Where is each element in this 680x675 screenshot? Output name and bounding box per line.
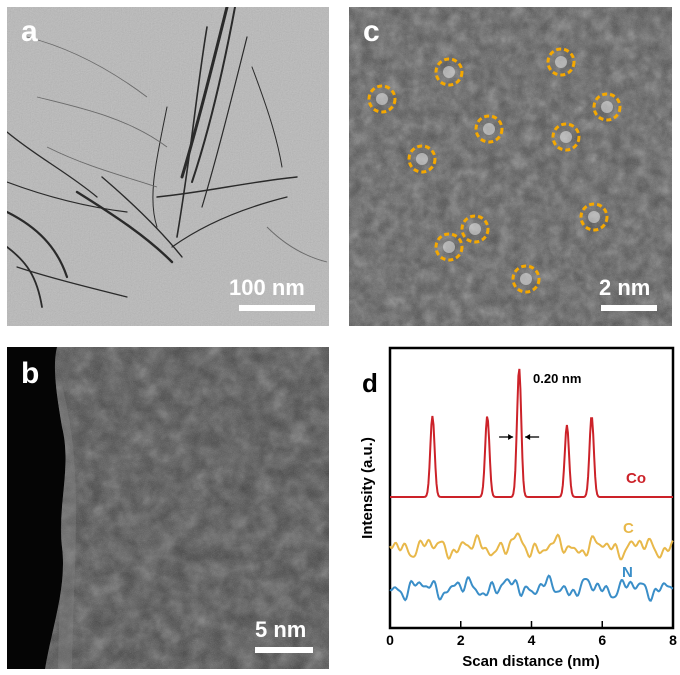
- atom-marker-circle: [407, 144, 437, 174]
- panel-b-scale-text: 5 nm: [255, 617, 307, 642]
- panel-b-stem-image: b 5 nm: [7, 347, 329, 669]
- x-axis-label: Scan distance (nm): [462, 653, 600, 670]
- atom-marker-circle: [546, 47, 576, 77]
- panel-c-stem-image: c 2 nm: [349, 7, 672, 326]
- series-line-co: [390, 368, 673, 498]
- panel-c-label: c: [363, 15, 380, 48]
- x-tick-label: 4: [528, 632, 536, 648]
- single-atom-11: [520, 273, 532, 285]
- atom-marker-circle: [551, 122, 581, 152]
- atom-marker-circle: [434, 232, 464, 262]
- atom-marker-circle: [460, 214, 490, 244]
- panel-c-scale-bar: [601, 305, 657, 311]
- single-atom-markers: [367, 47, 622, 294]
- series-label-n: N: [622, 564, 633, 581]
- y-axis-label: Intensity (a.u.): [359, 437, 376, 539]
- single-atom-10: [443, 241, 455, 253]
- single-atom-6: [560, 131, 572, 143]
- fwhm-arrowhead-right: [525, 434, 531, 440]
- single-atom-9: [469, 223, 481, 235]
- series-label-c: C: [623, 520, 634, 537]
- single-atom-5: [483, 123, 495, 135]
- single-atom-2: [555, 56, 567, 68]
- single-atom-4: [601, 101, 613, 113]
- plot-frame: [388, 346, 675, 630]
- atom-marker-circle: [592, 92, 622, 122]
- fwhm-annotation: 0.20 nm: [533, 371, 581, 386]
- fwhm-arrowhead-left: [508, 434, 514, 440]
- atom-marker-circle: [474, 114, 504, 144]
- atom-marker-circle: [579, 202, 609, 232]
- series-labels: Co C N: [622, 470, 646, 581]
- single-atom-7: [416, 153, 428, 165]
- panel-c-texture: [349, 7, 672, 326]
- x-tick-label: 0: [386, 632, 394, 648]
- single-atom-8: [588, 211, 600, 223]
- panel-a-tem-image: a 100 nm: [7, 7, 329, 326]
- panel-d-line-profile: d 0.20 nm Intensity (a.u.) Scan distance…: [340, 340, 680, 675]
- atom-marker-circle: [511, 264, 541, 294]
- line-profile-chart: d 0.20 nm Intensity (a.u.) Scan distance…: [359, 346, 677, 670]
- panel-b-texture: [7, 347, 329, 669]
- atom-marker-circle: [434, 57, 464, 87]
- atom-marker-circle: [367, 84, 397, 114]
- panel-b-scale-bar: [255, 647, 313, 653]
- series-line-n: [389, 574, 674, 602]
- panel-a-texture: [7, 7, 329, 326]
- panel-a-scale-bar: [239, 305, 315, 311]
- x-tick-label: 6: [598, 632, 606, 648]
- series-line-c: [389, 532, 674, 561]
- series-lines: [389, 368, 674, 602]
- panel-b-label: b: [21, 357, 40, 390]
- panel-a-label: a: [21, 15, 38, 48]
- single-atom-1: [443, 66, 455, 78]
- x-tick-label: 8: [669, 632, 677, 648]
- panel-c-scale-text: 2 nm: [599, 275, 651, 300]
- panel-a-scale-text: 100 nm: [229, 275, 305, 300]
- panel-d-label: d: [362, 368, 378, 398]
- series-label-co: Co: [626, 470, 646, 487]
- x-axis-ticks: 0 2 4 6 8: [386, 621, 677, 648]
- x-tick-label: 2: [457, 632, 465, 648]
- fwhm-arrows: [499, 434, 540, 440]
- single-atom-3: [376, 93, 388, 105]
